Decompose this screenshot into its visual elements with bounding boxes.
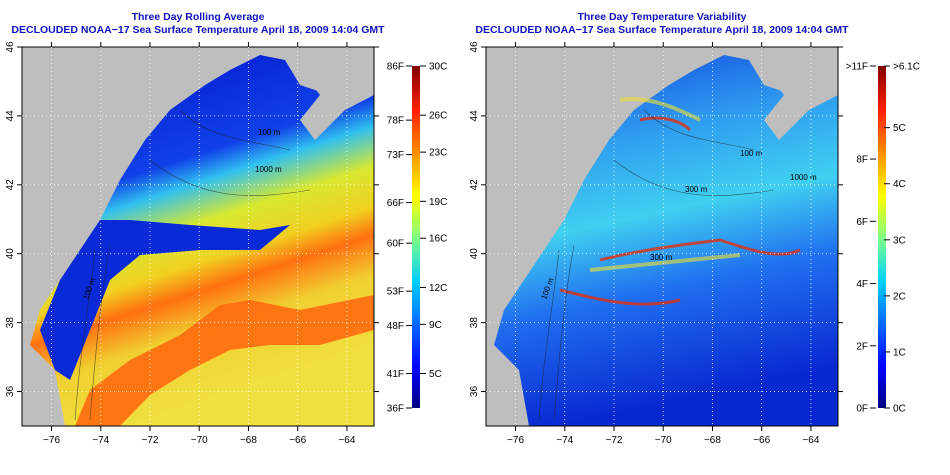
colorbar-f-label: >11F bbox=[846, 62, 868, 73]
right-colorbar bbox=[878, 66, 886, 408]
lon-tick-label: −72 bbox=[142, 435, 159, 446]
contour-label: 100 m bbox=[258, 128, 281, 137]
colorbar-f-label: 86F bbox=[387, 62, 404, 73]
variability-map: 100 m 300 m 1000 m 300 m 100 m bbox=[486, 47, 838, 426]
lon-tick-label: −74 bbox=[556, 435, 573, 446]
lon-tick-label: −68 bbox=[240, 435, 257, 446]
bathymetry-contours bbox=[538, 109, 775, 421]
colorbar-f-label: 73F bbox=[387, 150, 404, 161]
axes: −76 −74 −72 −70 −68 −66 −64 46 44 42 40 38 36 86F 78F 7… bbox=[5, 41, 920, 446]
nova-scotia bbox=[300, 47, 374, 140]
colorbar-c-label: 2C bbox=[893, 291, 906, 302]
contour-label: 1000 m bbox=[790, 173, 817, 182]
lat-tick-label: 38 bbox=[469, 317, 480, 329]
colorbar-c-label: 1C bbox=[893, 347, 906, 358]
contour-label: 1000 m bbox=[255, 165, 282, 174]
right-title: Three Day Temperature Variability bbox=[577, 11, 747, 23]
colorbar-f-label: 8F bbox=[856, 155, 868, 166]
lon-tick-label: −66 bbox=[753, 435, 770, 446]
colorbar-f-label: 41F bbox=[387, 369, 404, 380]
colorbar-c-label: 23C bbox=[429, 148, 447, 159]
lat-tick-label: 42 bbox=[5, 179, 16, 191]
lat-tick-label: 40 bbox=[469, 248, 480, 260]
lon-tick-label: −66 bbox=[289, 435, 306, 446]
lon-tick-label: −70 bbox=[191, 435, 208, 446]
colorbar-f-label: 2F bbox=[856, 341, 868, 352]
lat-tick-label: 46 bbox=[469, 41, 480, 53]
gulf-stream bbox=[75, 295, 374, 426]
lon-tick-label: −68 bbox=[704, 435, 721, 446]
lat-tick-label: 36 bbox=[469, 386, 480, 398]
lat-tick-label: 44 bbox=[469, 110, 480, 122]
colorbar-f-label: 36F bbox=[387, 404, 404, 415]
ocean-variability bbox=[494, 55, 838, 426]
lat-tick-label: 42 bbox=[469, 179, 480, 191]
lon-tick-label: −64 bbox=[338, 435, 355, 446]
colorbar-c-label: 16C bbox=[429, 234, 447, 245]
colorbar-f-label: 66F bbox=[387, 198, 404, 209]
sst-map: 100 m 1000 m 100 m bbox=[22, 47, 374, 426]
lon-tick-label: −74 bbox=[92, 435, 109, 446]
colorbar-f-label: 4F bbox=[856, 279, 868, 290]
lon-tick-label: −76 bbox=[43, 435, 60, 446]
lon-tick-label: −76 bbox=[507, 435, 524, 446]
colorbar-f-label: 48F bbox=[387, 321, 404, 332]
colorbar-c-label: 30C bbox=[429, 62, 447, 73]
nova-scotia bbox=[764, 47, 838, 140]
colorbar-c-label: 19C bbox=[429, 197, 447, 208]
colorbar-f-label: 78F bbox=[387, 116, 404, 127]
lat-tick-label: 38 bbox=[5, 317, 16, 329]
cold-shelf-water bbox=[40, 220, 290, 380]
left-map-frame bbox=[21, 46, 375, 427]
colorbar-c-label: 12C bbox=[429, 283, 447, 294]
left-subtitle: DECLOUDED NOAA−17 Sea Surface Temperatur… bbox=[11, 24, 385, 36]
colorbar-f-label: 53F bbox=[387, 287, 404, 298]
colorbar-c-label: 9C bbox=[429, 320, 442, 331]
colorbar-c-label: 4C bbox=[893, 179, 906, 190]
right-map-frame bbox=[485, 46, 839, 427]
front-variability-yellow bbox=[589, 97, 741, 272]
contour-label: 300 m bbox=[685, 185, 708, 194]
colorbar-c-label: 3C bbox=[893, 235, 906, 246]
colorbar-f-label: 0F bbox=[856, 404, 868, 415]
left-title: Three Day Rolling Average bbox=[131, 11, 265, 23]
colorbar-c-label: 5C bbox=[893, 123, 906, 134]
lat-tick-label: 36 bbox=[5, 386, 16, 398]
colorbar-f-label: 6F bbox=[856, 217, 868, 228]
colorbar-c-label: 26C bbox=[429, 111, 447, 122]
lat-tick-label: 44 bbox=[5, 110, 16, 122]
lon-tick-label: −64 bbox=[802, 435, 819, 446]
contour-label: 300 m bbox=[650, 253, 673, 262]
contour-label: 100 m bbox=[740, 149, 763, 158]
lon-tick-label: −70 bbox=[655, 435, 672, 446]
lat-tick-label: 40 bbox=[5, 248, 16, 260]
colorbar-f-label: 60F bbox=[387, 239, 404, 250]
lon-tick-label: −72 bbox=[606, 435, 623, 446]
colorbar-c-label: >6.1C bbox=[893, 62, 920, 73]
left-colorbar bbox=[412, 66, 420, 408]
front-variability bbox=[559, 116, 801, 306]
lat-tick-label: 46 bbox=[5, 41, 16, 53]
colorbar-c-label: 5C bbox=[429, 369, 442, 380]
right-subtitle: DECLOUDED NOAA−17 Sea Surface Temperatur… bbox=[475, 24, 849, 36]
colorbar-c-label: 0C bbox=[893, 404, 906, 415]
bathymetry-contours bbox=[74, 109, 311, 421]
